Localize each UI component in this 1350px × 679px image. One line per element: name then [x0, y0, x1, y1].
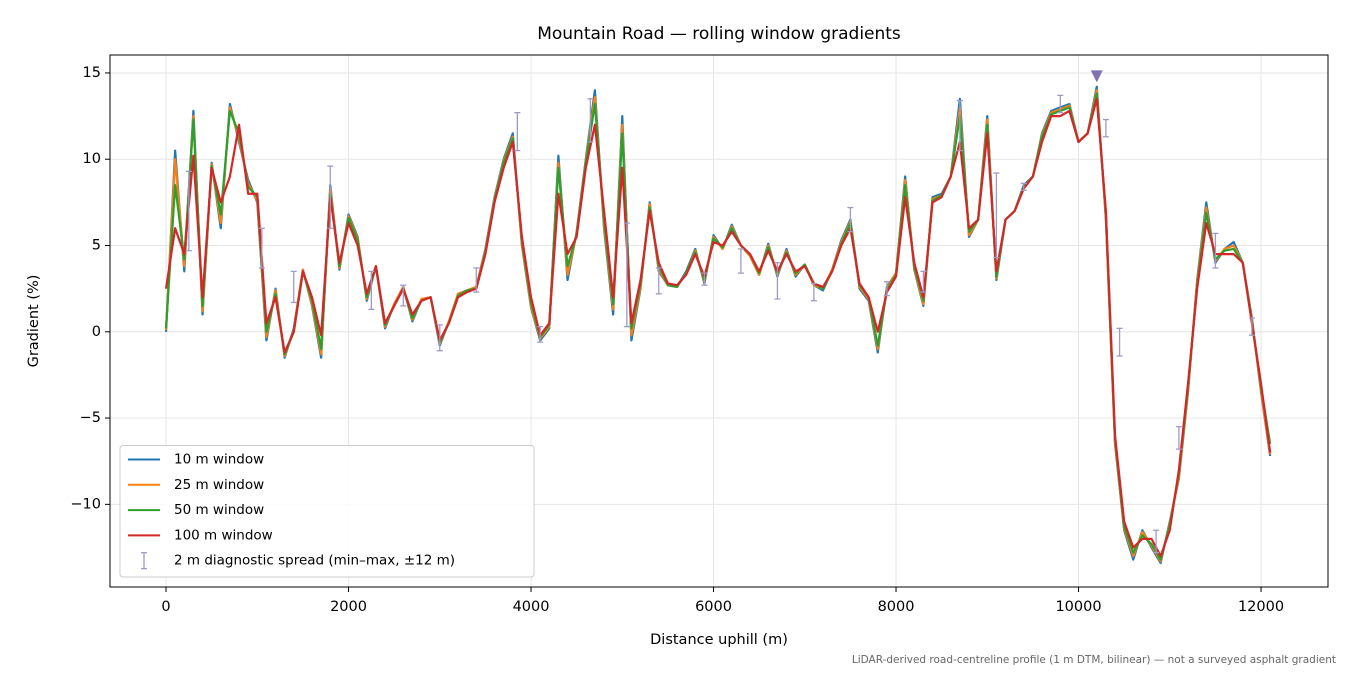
- error-bar: [993, 172, 1000, 259]
- y-tick-label: 10: [83, 151, 101, 167]
- error-bar: [258, 227, 265, 269]
- x-tick-label: 4000: [513, 599, 550, 615]
- chart-title: Mountain Road — rolling window gradients: [537, 24, 901, 44]
- y-tick-label: 0: [92, 324, 101, 340]
- error-bar: [587, 98, 594, 143]
- y-tick-label: 5: [92, 238, 101, 254]
- y-tick-label: −5: [80, 410, 101, 426]
- x-tick-label: 12000: [1238, 599, 1284, 615]
- x-axis-label: Distance uphill (m): [650, 632, 788, 648]
- legend-label: 25 m window: [174, 477, 264, 493]
- error-bar: [810, 282, 817, 302]
- error-bar: [1248, 317, 1255, 336]
- error-bar: [655, 267, 662, 295]
- peak-marker: [1090, 70, 1103, 83]
- error-bar: [400, 284, 407, 307]
- error-bar: [514, 111, 521, 152]
- error-bar: [537, 325, 544, 343]
- error-bar: [1212, 232, 1219, 269]
- legend-label: 2 m diagnostic spread (min–max, ±12 m): [174, 553, 455, 569]
- y-tick-label: −10: [70, 496, 101, 512]
- x-tick-label: 2000: [330, 599, 367, 615]
- legend-label: 100 m window: [174, 527, 273, 543]
- legend-box: [119, 445, 535, 578]
- error-bar: [368, 270, 375, 311]
- error-bar: [701, 272, 708, 286]
- error-bar: [290, 270, 297, 304]
- error-bar: [956, 99, 963, 152]
- error-bar: [847, 206, 854, 233]
- error-bar: [185, 170, 192, 252]
- y-axis-label: Gradient (%): [26, 275, 42, 368]
- legend-label: 10 m window: [174, 452, 264, 468]
- plot-frame: [109, 54, 1329, 588]
- x-tick-label: 10000: [1055, 599, 1101, 615]
- error-bar: [1116, 327, 1123, 357]
- error-bar: [1102, 118, 1109, 138]
- series-line: [164, 97, 1272, 558]
- error-bar: [327, 165, 334, 229]
- error-bar: [737, 248, 744, 274]
- x-tick-label: 6000: [695, 599, 732, 615]
- error-bar: [883, 281, 890, 297]
- error-bar: [1175, 426, 1182, 450]
- y-tick-label: 15: [83, 65, 101, 81]
- error-bar: [623, 222, 630, 328]
- legend-swatch: [141, 552, 147, 570]
- x-tick-label: 0: [161, 599, 170, 615]
- error-bar: [774, 262, 781, 300]
- error-bar: [473, 267, 480, 293]
- footnote: LiDAR-derived road-centreline profile (1…: [852, 654, 1336, 666]
- legend-label: 50 m window: [174, 502, 264, 518]
- error-bar: [1057, 94, 1064, 114]
- error-bar: [920, 270, 927, 293]
- error-bar: [1153, 529, 1160, 554]
- x-tick-label: 8000: [878, 599, 915, 615]
- error-bar: [436, 324, 443, 352]
- error-bar: [1020, 182, 1027, 191]
